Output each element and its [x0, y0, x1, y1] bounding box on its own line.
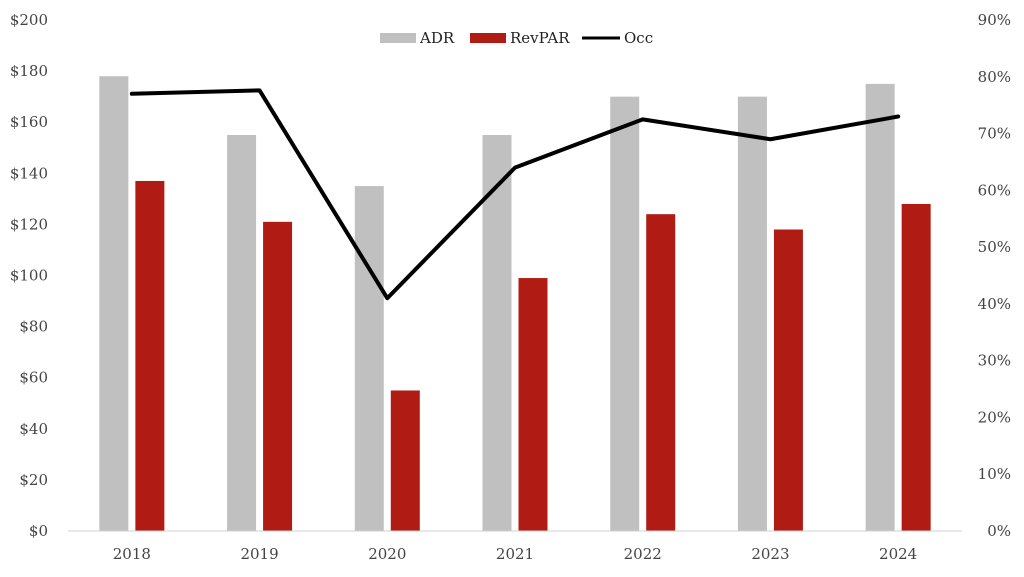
bar-adr-2019	[227, 134, 257, 531]
x-tick-label: 2019	[240, 545, 278, 563]
y-left-tick-label: $80	[19, 318, 48, 336]
x-tick-label: 2021	[496, 545, 534, 563]
legend-swatch-adr	[380, 33, 416, 43]
x-tick-label: 2024	[879, 545, 917, 563]
x-tick-label: 2020	[368, 545, 406, 563]
y-right-tick-label: 40%	[978, 295, 1011, 313]
bar-adr-2018	[99, 76, 129, 532]
bar-adr-2024	[865, 83, 895, 531]
legend-swatch-revpar	[470, 33, 506, 43]
bars-layer	[99, 76, 931, 532]
legend-label-adr: ADR	[419, 29, 455, 47]
y-right-tick-label: 0%	[987, 522, 1011, 540]
y-right-tick-label: 80%	[978, 68, 1011, 86]
bar-revpar-2024	[901, 203, 931, 531]
y-left-tick-label: $20	[19, 471, 48, 489]
y-right-tick-label: 70%	[978, 125, 1011, 143]
x-axis: 2018 2019 2020 2021 2022 2023 2024	[113, 545, 917, 563]
bar-revpar-2021	[518, 278, 548, 531]
y-right-tick-label: 60%	[978, 181, 1011, 199]
y-left-tick-label: $60	[19, 369, 48, 387]
x-tick-label: 2023	[751, 545, 789, 563]
y-left-axis: $0 $20 $40 $60 $80 $100 $120 $140 $160 $180 $200	[10, 11, 48, 540]
bar-revpar-2019	[263, 221, 293, 531]
x-tick-label: 2018	[113, 545, 151, 563]
bar-revpar-2020	[390, 390, 420, 531]
y-right-tick-label: 20%	[978, 408, 1011, 426]
legend: ADR RevPAR Occ	[380, 29, 653, 47]
bar-adr-2022	[610, 96, 640, 532]
bar-revpar-2018	[135, 180, 165, 531]
y-right-axis: 0% 10% 20% 30% 40% 50% 60% 70% 80% 90%	[978, 11, 1011, 540]
y-left-tick-label: $200	[10, 11, 48, 29]
bar-revpar-2023	[773, 229, 803, 531]
line-layer	[129, 88, 901, 301]
bar-adr-2023	[737, 96, 767, 532]
x-tick-label: 2022	[624, 545, 662, 563]
bar-revpar-2022	[646, 214, 676, 531]
legend-label-revpar: RevPAR	[510, 29, 570, 47]
y-right-tick-label: 10%	[978, 465, 1011, 483]
y-left-tick-label: $120	[10, 215, 48, 233]
y-left-tick-label: $160	[10, 113, 48, 131]
y-left-tick-label: $100	[10, 267, 48, 285]
y-left-tick-label: $0	[29, 522, 48, 540]
y-right-tick-label: 50%	[978, 238, 1011, 256]
bar-adr-2021	[482, 134, 512, 531]
y-right-tick-label: 30%	[978, 352, 1011, 370]
y-left-tick-label: $40	[19, 420, 48, 438]
bar-adr-2020	[354, 186, 384, 531]
y-left-tick-label: $140	[10, 164, 48, 182]
y-right-tick-label: 90%	[978, 11, 1011, 29]
legend-label-occ: Occ	[624, 29, 653, 47]
y-left-tick-label: $180	[10, 62, 48, 80]
